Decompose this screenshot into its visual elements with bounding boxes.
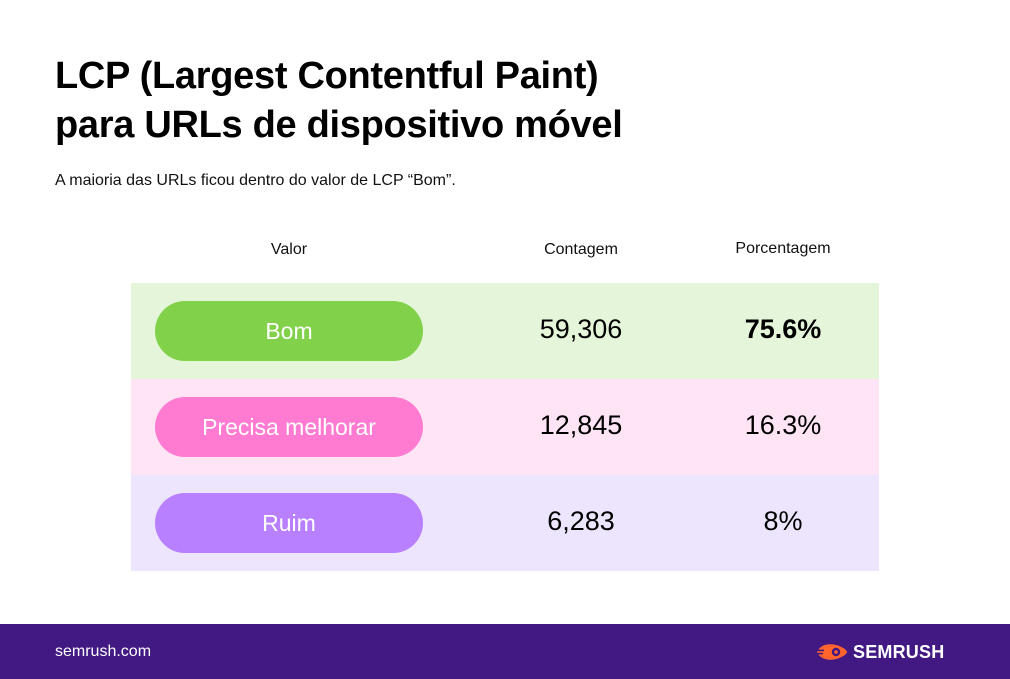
percentage-cell-ruim: 8% [763, 506, 803, 536]
count-cell-bom: 59,306 [539, 314, 623, 344]
percentage-cell-bom: 75.6% [744, 314, 822, 344]
page-subtitle: A maioria das URLs ficou dentro do valor… [55, 172, 456, 189]
table-row-bom: Bom 59,306 75.6% [131, 283, 879, 379]
table-row-ruim: Ruim 6,283 8% [131, 475, 879, 571]
data-table: Bom 59,306 75.6% Precisa melhorar 12,845… [131, 283, 879, 571]
status-pill-bom: Bom [155, 301, 423, 361]
title-line-2: para URLs de dispositivo móvel [55, 104, 623, 146]
footer-url: semrush.com [55, 643, 152, 660]
title-line-1: LCP (Largest Contentful Paint) [55, 55, 599, 97]
column-header-porcentagem: Porcentagem [735, 240, 831, 257]
status-pill-precisa-melhorar: Precisa melhorar [155, 397, 423, 457]
footer-bar: semrush.com SEMRUSH [0, 624, 1010, 679]
column-header-contagem: Contagem [544, 241, 618, 258]
page-title: LCP (Largest Contentful Paint) para URLs… [55, 52, 955, 150]
status-pill-ruim: Ruim [155, 493, 423, 553]
count-cell-precisa-melhorar: 12,845 [539, 410, 623, 440]
table-row-precisa-melhorar: Precisa melhorar 12,845 16.3% [131, 379, 879, 475]
column-header-valor: Valor [270, 241, 308, 258]
semrush-logo: SEMRUSH [815, 640, 944, 664]
percentage-cell-precisa-melhorar: 16.3% [744, 410, 822, 440]
logo-text: SEMRUSH [853, 642, 945, 662]
semrush-flame-icon [815, 644, 847, 660]
count-cell-ruim: 6,283 [547, 506, 615, 536]
